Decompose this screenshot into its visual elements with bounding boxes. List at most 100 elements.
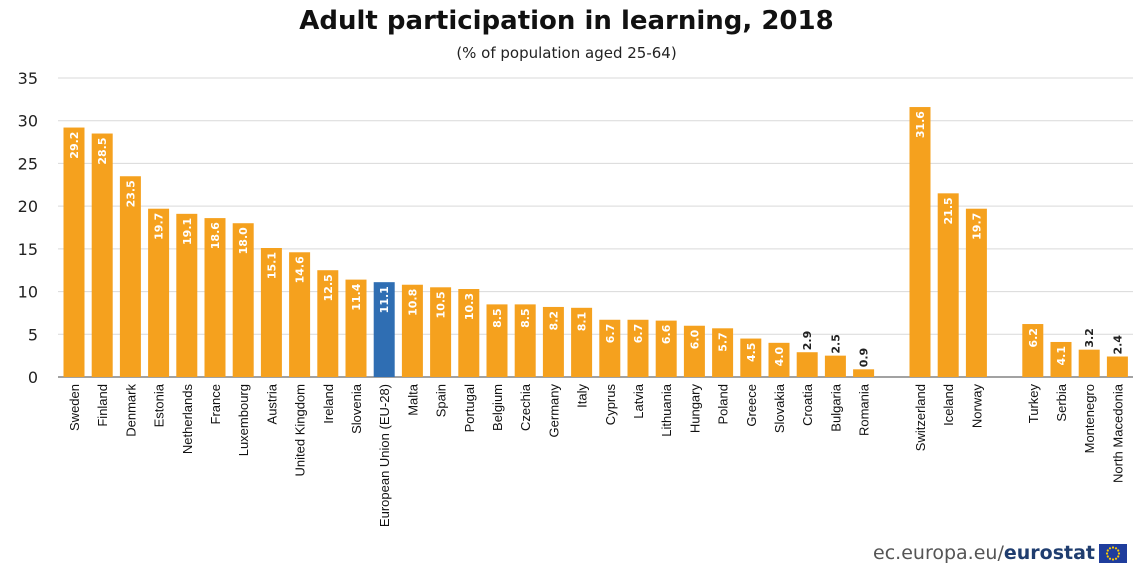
bar-value-label: 12.5	[322, 274, 335, 301]
bar	[401, 284, 423, 377]
flag-star	[1117, 551, 1121, 555]
bar-value-label: 19.7	[970, 213, 983, 240]
category-label: Norway	[969, 384, 984, 429]
bar	[317, 270, 339, 377]
bar	[909, 107, 931, 377]
category-label: Romania	[857, 383, 872, 436]
category-label: Lithuania	[659, 383, 674, 437]
bar-value-label: 3.2	[1083, 328, 1096, 348]
category-label: Sweden	[67, 384, 82, 431]
bar-value-label: 18.0	[237, 227, 250, 254]
bar	[853, 369, 875, 377]
flag-star	[1108, 557, 1112, 560]
y-axis-ticks: 0 5 10 15 20 25 30 35	[18, 69, 38, 387]
flag-star	[1114, 546, 1118, 549]
bar-value-label: 21.5	[942, 197, 955, 224]
category-label: Italy	[575, 384, 590, 408]
bar-value-label: 14.6	[294, 256, 307, 283]
bar	[63, 127, 85, 377]
source-footer: ec.europa.eu/eurostat	[873, 542, 1127, 564]
y-tick-label: 0	[28, 368, 38, 387]
category-label: Poland	[716, 384, 731, 424]
bar-value-label: 6.0	[688, 329, 701, 349]
category-label: Austria	[264, 383, 279, 424]
bar-value-label: 10.5	[435, 291, 448, 318]
bar-value-label: 4.0	[773, 346, 786, 366]
bar-value-label: 10.3	[463, 293, 476, 320]
category-label: United Kingdom	[293, 384, 308, 477]
bar-value-label: 29.2	[68, 132, 81, 159]
bar	[119, 176, 141, 377]
bar-value-label: 8.5	[491, 308, 504, 328]
bar-value-label: 11.4	[350, 283, 363, 310]
category-label: Netherlands	[180, 384, 195, 455]
bar-value-label: 6.2	[1027, 328, 1040, 348]
bar-value-label: 2.4	[1111, 335, 1124, 355]
bar-value-label: 28.5	[96, 138, 109, 165]
bar-value-label: 6.7	[632, 324, 645, 344]
bar-value-label: 6.7	[604, 324, 617, 344]
category-label: Greece	[744, 384, 759, 427]
y-tick-label: 25	[18, 154, 38, 173]
category-label: Czechia	[518, 383, 533, 431]
chart-subtitle: (% of population aged 25-64)	[456, 44, 677, 62]
bar	[965, 208, 987, 377]
bar-value-label: 4.5	[745, 343, 758, 363]
category-label: Estonia	[152, 383, 167, 427]
category-label: Ireland	[321, 384, 336, 424]
bar	[627, 319, 649, 377]
category-label: Slovakia	[772, 383, 787, 433]
bar-value-label: 2.5	[829, 334, 842, 354]
category-label: Iceland	[941, 384, 956, 426]
category-label: Denmark	[123, 384, 138, 437]
category-label: France	[208, 384, 223, 424]
bar	[937, 193, 959, 377]
flag-star	[1117, 548, 1120, 552]
bar	[204, 218, 226, 377]
bar	[373, 282, 395, 377]
category-label: Hungary	[687, 384, 702, 434]
bar	[1050, 341, 1072, 377]
bar-value-label: 6.6	[660, 324, 673, 344]
bar-value-label: 0.9	[858, 348, 871, 368]
bar	[542, 306, 564, 377]
bar	[514, 304, 536, 377]
bar	[824, 355, 846, 377]
bar	[599, 319, 621, 377]
y-tick-label: 30	[18, 112, 38, 131]
footer-url-text: ec.europa.eu/	[873, 542, 1004, 564]
category-label: European Union (EU-28)	[377, 384, 392, 527]
category-label: Switzerland	[913, 384, 928, 451]
bar	[232, 223, 254, 377]
category-label: Finland	[95, 384, 110, 427]
category-label: Belgium	[490, 384, 505, 431]
category-label: Slovenia	[349, 383, 364, 434]
bar-value-label: 11.1	[378, 286, 391, 313]
bar-value-label: 23.5	[124, 180, 137, 207]
bar	[655, 320, 677, 377]
category-label: Malta	[405, 383, 420, 416]
bar	[740, 338, 762, 377]
bar	[260, 248, 282, 377]
category-label: Luxembourg	[236, 384, 251, 456]
bar	[148, 208, 170, 377]
bar-value-label: 15.1	[265, 252, 278, 279]
bar	[571, 307, 593, 377]
bar	[796, 352, 818, 377]
bar-value-label: 10.8	[406, 289, 419, 316]
bar-value-label: 8.1	[576, 312, 589, 332]
bar-value-label: 31.6	[914, 111, 927, 138]
bars: 29.2 28.5 23.5 19.7 19.1 18.6 18.0 15.1 14.6 12.5…	[63, 107, 1128, 377]
bar-value-label: 19.1	[181, 218, 194, 245]
bar	[289, 252, 311, 377]
bar	[345, 279, 367, 377]
bar	[683, 325, 705, 377]
flag-star	[1114, 557, 1118, 560]
category-label: Turkey	[1026, 384, 1041, 424]
y-tick-label: 15	[18, 240, 38, 259]
category-labels: Sweden Finland Denmark Estonia Netherlands Fr…	[67, 383, 1125, 527]
category-label: Bulgaria	[828, 383, 843, 431]
bar-value-label: 8.5	[519, 308, 532, 328]
bar	[486, 304, 508, 377]
